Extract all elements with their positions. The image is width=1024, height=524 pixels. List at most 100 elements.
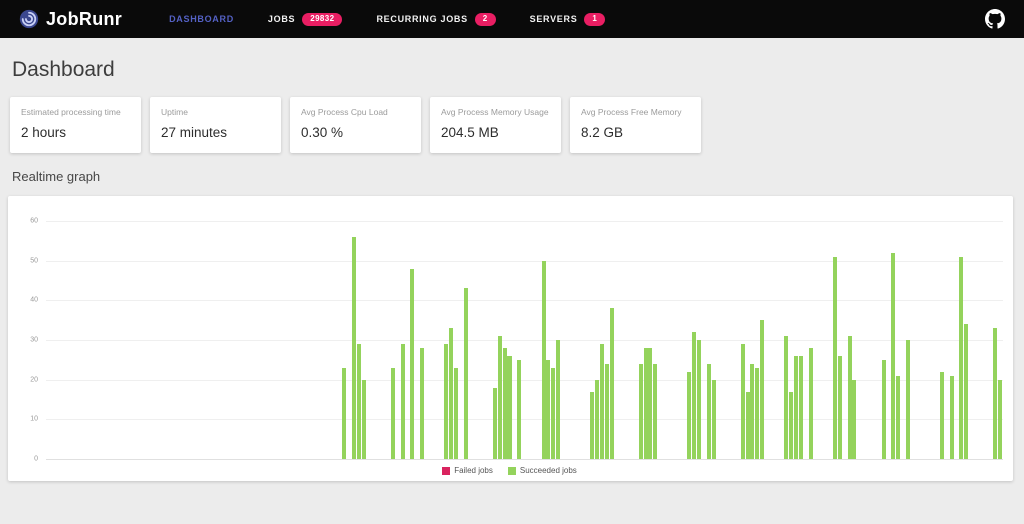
chart-bar [449,328,454,459]
chart-bar [755,367,760,459]
chart-bar [541,260,546,459]
chart-bar [832,256,837,459]
brand-link[interactable]: JobRunr [19,9,122,30]
chart-bar [551,367,556,459]
chart-bar [556,340,561,459]
chart-bar [687,371,692,459]
gridline [46,459,1003,460]
y-axis-tick: 10 [30,415,38,423]
chart-bar [599,343,604,459]
gridline [46,419,1003,421]
stat-card-cpu-load: Avg Process Cpu Load 0.30 % [290,97,421,153]
legend-label: Succeeded jobs [519,466,577,475]
chart-bar [993,328,998,459]
chart-bar [696,340,701,459]
gridline [46,260,1003,262]
chart-bar [852,379,857,459]
stat-label: Avg Process Memory Usage [441,107,549,117]
nav-item-dashboard[interactable]: DASHBOARD [152,0,251,38]
chart-bar [794,355,799,459]
chart-bar [964,324,969,459]
chart-bar [949,375,954,459]
chart-bar [784,336,789,459]
stat-label: Avg Process Cpu Load [301,107,388,117]
nav-label: DASHBOARD [169,14,234,24]
y-axis-tick: 20 [30,376,38,384]
gridline [46,340,1003,341]
failed-jobs-swatch [442,466,451,475]
recurring-jobs-count-badge: 2 [474,12,496,26]
stat-card-free-memory: Avg Process Free Memory 8.2 GB [570,97,701,153]
chart-plot-area: 60 50 40 30 20 10 0 [30,218,1003,463]
realtime-graph-title: Realtime graph [12,169,101,184]
chart-bar [692,332,697,459]
stat-label: Uptime [161,107,188,117]
legend-item-succeeded: Succeeded jobs [507,466,577,475]
chart-bar [502,347,507,459]
gridline [46,379,1003,381]
chart-bar [410,268,415,459]
chart-bar [653,363,658,459]
nav-label: RECURRING JOBS [376,14,468,24]
y-axis-tick: 40 [30,296,38,304]
chart-bar [881,359,886,459]
chart-bar [905,340,910,459]
chart-bar [546,359,551,459]
chart-bar [808,347,813,459]
stat-card-memory-usage: Avg Process Memory Usage 204.5 MB [430,97,561,153]
chart-bar [750,363,755,459]
nav-label: SERVERS [529,14,578,24]
chart-bar [643,347,648,459]
chart-bar [706,363,711,459]
chart-bar [594,379,599,459]
stat-value: 8.2 GB [581,125,624,140]
chart-bar [420,347,425,459]
stat-value: 204.5 MB [441,125,499,140]
chart-bar [342,367,347,459]
chart-bar [356,343,361,459]
brand-name: JobRunr [46,8,123,29]
chart-bar [939,371,944,459]
chart-bar [507,355,512,459]
chart-bar [760,320,765,459]
chart-bar [444,343,449,459]
chart-bar [638,363,643,459]
succeeded-jobs-swatch [507,466,516,475]
y-axis-tick: 50 [30,257,38,265]
chart-legend: Failed jobs Succeeded jobs [16,466,1003,475]
chart-bar [740,343,745,459]
jobs-count-badge: 29832 [302,12,343,26]
nav-item-servers[interactable]: SERVERS 1 [513,0,623,38]
gridline [46,221,1003,222]
github-link[interactable] [985,9,1005,29]
navbar: JobRunr DASHBOARD JOBS 29832 RECURRING J… [0,0,1024,38]
nav-label: JOBS [267,14,296,24]
chart-bar [847,336,852,459]
chart-bar [497,336,502,459]
legend-item-failed: Failed jobs [442,466,493,475]
chart-bar [604,363,609,459]
stat-value: 2 hours [21,125,67,140]
nav-item-recurring-jobs[interactable]: RECURRING JOBS 2 [359,0,512,38]
y-axis-tick: 30 [30,336,38,344]
chart-bar [959,256,964,459]
stat-label: Avg Process Free Memory [581,107,682,117]
chart-bar [390,367,395,459]
page-title: Dashboard [12,58,115,81]
nav-item-jobs[interactable]: JOBS 29832 [251,0,360,38]
chart-bar [711,379,716,459]
chart-bar [492,387,497,459]
y-axis-tick: 60 [30,217,38,225]
chart-bar [798,355,803,459]
stat-card-processing-time: Estimated processing time 2 hours [10,97,141,153]
chart-bar [463,288,468,459]
chart-bar [745,391,750,459]
chart-bar [609,308,614,459]
chart-bar [352,236,357,459]
stat-value: 0.30 % [301,125,344,140]
stats-row: Estimated processing time 2 hours Uptime… [10,97,1024,153]
stat-value: 27 minutes [161,125,228,140]
dashboard-page: Dashboard Estimated processing time 2 ho… [0,58,1024,481]
github-octocat-icon [985,9,1005,29]
chart-bar [590,391,595,459]
